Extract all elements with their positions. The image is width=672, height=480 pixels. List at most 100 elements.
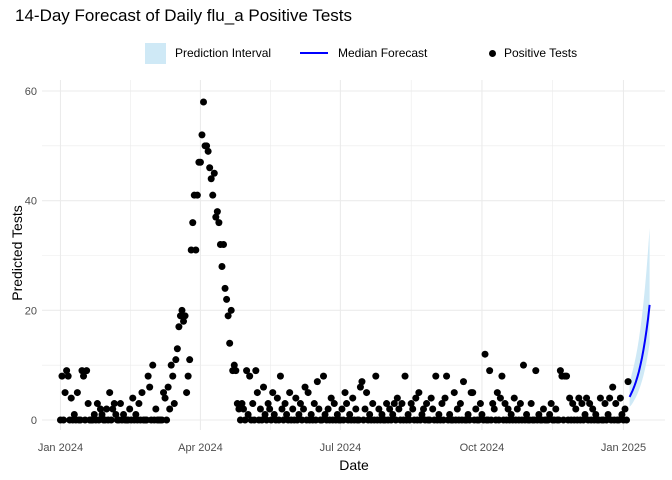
- data-point: [167, 361, 175, 369]
- data-point: [490, 405, 498, 413]
- data-point: [210, 169, 218, 177]
- data-point: [618, 411, 626, 419]
- data-point: [459, 378, 467, 386]
- data-point: [189, 219, 197, 227]
- data-point: [535, 411, 543, 419]
- data-point: [304, 389, 312, 397]
- data-point: [106, 389, 114, 397]
- data-point: [432, 372, 440, 380]
- data-point: [278, 405, 286, 413]
- data-point: [213, 208, 221, 216]
- data-point: [456, 400, 464, 408]
- data-point: [401, 372, 409, 380]
- data-point: [110, 400, 118, 408]
- data-point: [310, 400, 318, 408]
- legend-swatch-interval: [145, 42, 166, 64]
- data-point: [184, 372, 192, 380]
- data-point: [407, 400, 415, 408]
- x-tick-label: Jul 2024: [320, 442, 362, 454]
- data-point: [163, 416, 171, 424]
- data-point: [566, 394, 574, 402]
- data-point: [363, 389, 371, 397]
- data-point: [321, 411, 329, 419]
- data-point: [135, 400, 143, 408]
- data-point: [200, 98, 208, 106]
- data-point: [395, 405, 403, 413]
- data-point: [175, 323, 183, 331]
- data-point: [103, 405, 111, 413]
- data-point: [423, 400, 431, 408]
- data-point: [498, 372, 506, 380]
- data-point: [161, 394, 169, 402]
- data-point: [93, 400, 101, 408]
- x-tick-label: Jan 2024: [38, 442, 83, 454]
- data-point: [238, 400, 246, 408]
- x-tick-label: Jan 2025: [601, 442, 646, 454]
- data-point: [510, 394, 518, 402]
- data-point: [621, 405, 629, 413]
- data-point: [523, 411, 531, 419]
- data-point: [556, 367, 564, 375]
- data-point: [269, 389, 277, 397]
- data-point: [109, 405, 117, 413]
- data-point: [226, 339, 234, 347]
- data-point: [481, 350, 489, 358]
- data-point: [338, 405, 346, 413]
- data-point: [173, 345, 181, 353]
- data-point: [84, 400, 92, 408]
- legend-label-interval: Prediction Interval: [175, 46, 272, 60]
- data-point: [281, 400, 289, 408]
- data-point: [90, 411, 98, 419]
- data-point: [164, 383, 172, 391]
- data-point: [507, 411, 515, 419]
- data-point: [146, 383, 154, 391]
- data-point: [443, 372, 451, 380]
- data-point: [589, 405, 597, 413]
- data-point: [592, 411, 600, 419]
- data-point: [333, 411, 341, 419]
- data-point: [389, 411, 397, 419]
- data-point: [583, 394, 591, 402]
- data-point: [198, 131, 206, 139]
- data-point: [215, 219, 223, 227]
- y-tick-label: 0: [31, 415, 37, 427]
- data-point: [478, 411, 486, 419]
- data-point: [63, 367, 71, 375]
- data-point: [469, 389, 477, 397]
- data-point: [292, 394, 300, 402]
- data-point: [266, 405, 274, 413]
- data-point: [270, 411, 278, 419]
- data-point: [476, 400, 484, 408]
- data-point: [546, 411, 554, 419]
- y-tick-label: 40: [25, 196, 37, 208]
- data-point: [527, 400, 535, 408]
- data-point: [624, 378, 632, 386]
- data-point: [196, 158, 204, 166]
- data-point: [366, 411, 374, 419]
- data-point: [539, 405, 547, 413]
- data-point: [224, 312, 232, 320]
- data-point: [393, 394, 401, 402]
- data-point: [212, 213, 220, 221]
- data-point: [324, 405, 332, 413]
- data-point: [132, 411, 140, 419]
- data-point: [166, 405, 174, 413]
- data-point: [446, 411, 454, 419]
- data-point: [116, 400, 124, 408]
- data-point: [112, 411, 120, 419]
- data-point: [532, 367, 540, 375]
- data-point: [241, 416, 249, 424]
- median-forecast-line: [628, 304, 651, 398]
- data-point: [419, 405, 427, 413]
- data-point: [563, 372, 571, 380]
- legend-swatch-median: [300, 52, 328, 54]
- data-point: [218, 262, 226, 270]
- data-point: [209, 191, 217, 199]
- data-point: [378, 411, 386, 419]
- data-point: [486, 367, 494, 375]
- data-point: [578, 400, 586, 408]
- data-point: [186, 356, 194, 364]
- data-point: [120, 411, 128, 419]
- data-point: [358, 378, 366, 386]
